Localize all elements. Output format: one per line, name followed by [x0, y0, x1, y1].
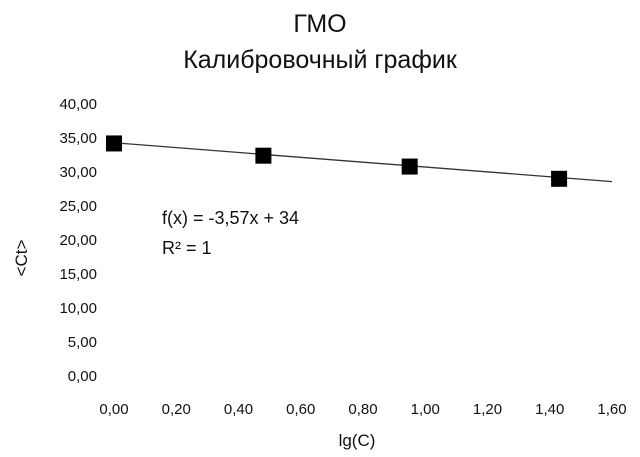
x-tick-label: 0,00	[99, 401, 128, 418]
x-tick-label: 0,40	[224, 401, 253, 418]
x-tick-label: 1,00	[411, 401, 440, 418]
data-point-marker	[255, 147, 272, 164]
chart-subtitle: Калибровочный график	[183, 46, 457, 74]
y-tick-label: 40,00	[59, 96, 97, 113]
x-tick-label: 0,20	[162, 401, 191, 418]
y-tick-label: 30,00	[59, 164, 97, 181]
trendline-equation: f(x) = -3,57x + 34	[162, 208, 299, 228]
y-tick-label: 35,00	[59, 130, 97, 147]
chart-title: ГМО	[293, 10, 347, 38]
y-axis-label: <Ct>	[12, 240, 31, 277]
r-squared-label: R² = 1	[162, 238, 212, 258]
x-axis-ticks: 0,00 0,20 0,40 0,60 0,80 1,00 1,20 1,40 1,60	[99, 401, 626, 418]
data-point-marker	[551, 170, 568, 187]
y-tick-label: 10,00	[59, 300, 97, 317]
y-axis-ticks: 0,00 5,00 10,00 15,00 20,00 25,00 30,00 35,00 40…	[59, 96, 97, 385]
y-tick-label: 20,00	[59, 232, 97, 249]
x-tick-label: 0,60	[286, 401, 315, 418]
x-tick-label: 1,20	[473, 401, 502, 418]
y-tick-label: 5,00	[68, 334, 97, 351]
data-point-marker	[401, 158, 418, 175]
x-tick-label: 1,40	[535, 401, 564, 418]
x-tick-label: 0,80	[348, 401, 377, 418]
data-points	[106, 135, 568, 187]
y-tick-label: 15,00	[59, 266, 97, 283]
x-tick-label: 1,60	[597, 401, 626, 418]
y-tick-label: 25,00	[59, 198, 97, 215]
x-axis-label: lg(C)	[339, 431, 376, 450]
trendline	[113, 142, 613, 183]
data-point-marker	[106, 135, 122, 152]
y-tick-label: 0,00	[68, 368, 97, 385]
